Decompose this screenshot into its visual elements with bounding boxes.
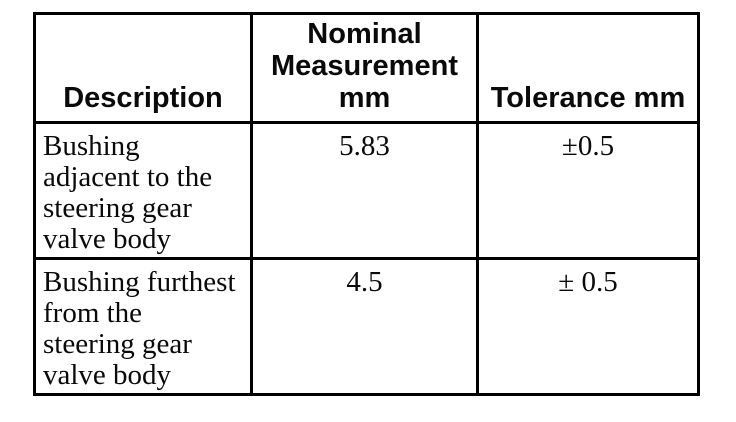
cell-nominal-bushing-adjacent: 5.83 <box>250 121 479 260</box>
cell-tolerance-bushing-adjacent: ±0.5 <box>476 121 700 260</box>
cell-tolerance-bushing-furthest: ± 0.5 <box>476 257 700 396</box>
column-header-description: Description <box>33 12 253 124</box>
table-header-row: Description Nominal Measurement mm Toler… <box>33 12 700 124</box>
cell-description-bushing-adjacent: Bushing adjacent to the steering gear va… <box>33 121 253 260</box>
column-header-nominal-measurement: Nominal Measurement mm <box>250 12 479 124</box>
column-header-tolerance: Tolerance mm <box>476 12 700 124</box>
bushing-measurement-table: Description Nominal Measurement mm Toler… <box>33 12 700 396</box>
cell-description-bushing-furthest: Bushing furthest from the steering gear … <box>33 257 253 396</box>
table-row-bushing-adjacent: Bushing adjacent to the steering gear va… <box>33 121 700 260</box>
table-row-bushing-furthest: Bushing furthest from the steering gear … <box>33 257 700 396</box>
cell-nominal-bushing-furthest: 4.5 <box>250 257 479 396</box>
